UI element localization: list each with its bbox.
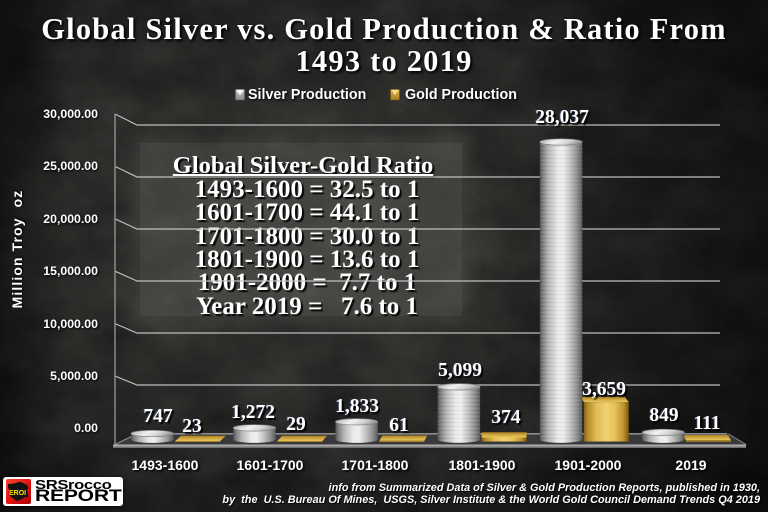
svg-text:EROI: EROI — [9, 490, 26, 497]
